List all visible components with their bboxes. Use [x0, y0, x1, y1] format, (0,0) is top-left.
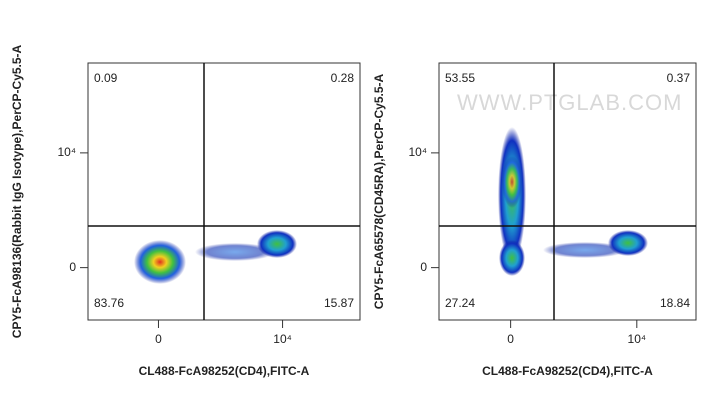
quadrant-percent: 0.09	[94, 71, 118, 85]
plot-frame	[438, 62, 697, 321]
quadrant-percent: 27.24	[445, 296, 475, 310]
quadrant-percent: 0.37	[667, 71, 691, 85]
y-tick-label: 0	[420, 260, 427, 274]
y-axis-title: CPY5-FcA98136(Rabbit IgG Isotype),PerCP-…	[10, 44, 24, 338]
y-axis-title: CPY5-FcA65578(CD45RA),PerCP-Cy5.5-A	[372, 73, 386, 309]
quadrant-percent: 0.28	[331, 71, 355, 85]
population-cloud	[498, 127, 648, 276]
x-tick-label: 10⁴	[628, 332, 647, 346]
plot-frame	[87, 62, 361, 321]
x-axis-title: CL488-FcA98252(CD4),FITC-A	[139, 364, 310, 378]
population-cloud	[134, 230, 297, 284]
quadrant-percent: 83.76	[94, 296, 124, 310]
y-tick-label: 10⁴	[408, 145, 427, 159]
watermark: WWW.PTGLAB.COM	[457, 90, 682, 115]
x-tick-label: 0	[155, 332, 162, 346]
quadrant-percent: 18.84	[660, 296, 690, 310]
y-tick-label: 0	[69, 260, 76, 274]
x-tick-label: 10⁴	[273, 332, 292, 346]
quadrant-percent: 15.87	[324, 296, 354, 310]
x-tick-label: 0	[507, 332, 514, 346]
quadrant-percent: 53.55	[445, 71, 475, 85]
x-axis-title: CL488-FcA98252(CD4),FITC-A	[482, 364, 653, 378]
y-tick-label: 10⁴	[57, 145, 76, 159]
